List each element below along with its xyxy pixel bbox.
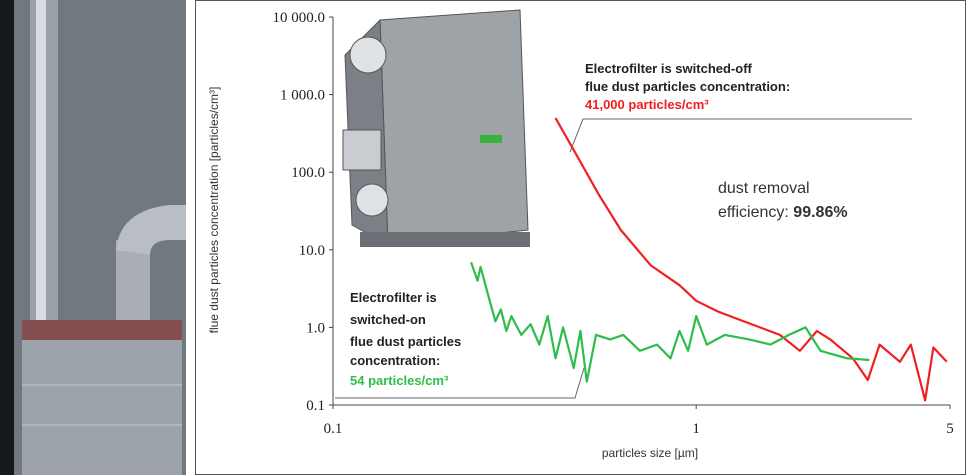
y-tick-label: 1.0 xyxy=(306,320,325,336)
x-tick-label: 0.1 xyxy=(324,421,343,437)
x-tick-label: 1 xyxy=(692,421,700,437)
y-tick-label: 100.0 xyxy=(291,165,325,181)
x-axis-label: particles size [µm] xyxy=(602,446,698,460)
annotation: flue dust particles xyxy=(350,334,461,349)
annotation: flue dust particles concentration: xyxy=(585,79,790,94)
y-tick-label: 10 000.0 xyxy=(273,10,326,26)
annotation: concentration: xyxy=(350,353,440,368)
annotation: dust removal xyxy=(718,180,810,197)
annotation: efficiency: xyxy=(718,204,793,221)
annotation-value: 41,000 particles/cm³ xyxy=(585,97,709,112)
y-tick-label: 0.1 xyxy=(306,398,325,414)
annotation-arrow xyxy=(570,119,912,152)
annotation: switched-on xyxy=(350,312,426,327)
y-tick-label: 1 000.0 xyxy=(280,88,325,104)
annotation: efficiency: 99.86% xyxy=(718,204,848,221)
annotation: Electrofilter is switched-off xyxy=(585,61,753,76)
x-tick-label: 5 xyxy=(946,421,954,437)
annotation-value: 99.86% xyxy=(793,204,847,221)
annotation: Electrofilter is xyxy=(350,290,437,305)
y-axis-label: flue dust particles concentration [parti… xyxy=(207,87,221,334)
inset-image xyxy=(343,10,530,247)
series-line xyxy=(556,118,947,400)
y-tick-label: 10.0 xyxy=(299,243,325,259)
figure: particles size [µm] flue dust particles … xyxy=(0,0,966,475)
series-line xyxy=(471,262,869,381)
photo xyxy=(0,0,186,475)
annotation-value: 54 particles/cm³ xyxy=(350,373,449,388)
